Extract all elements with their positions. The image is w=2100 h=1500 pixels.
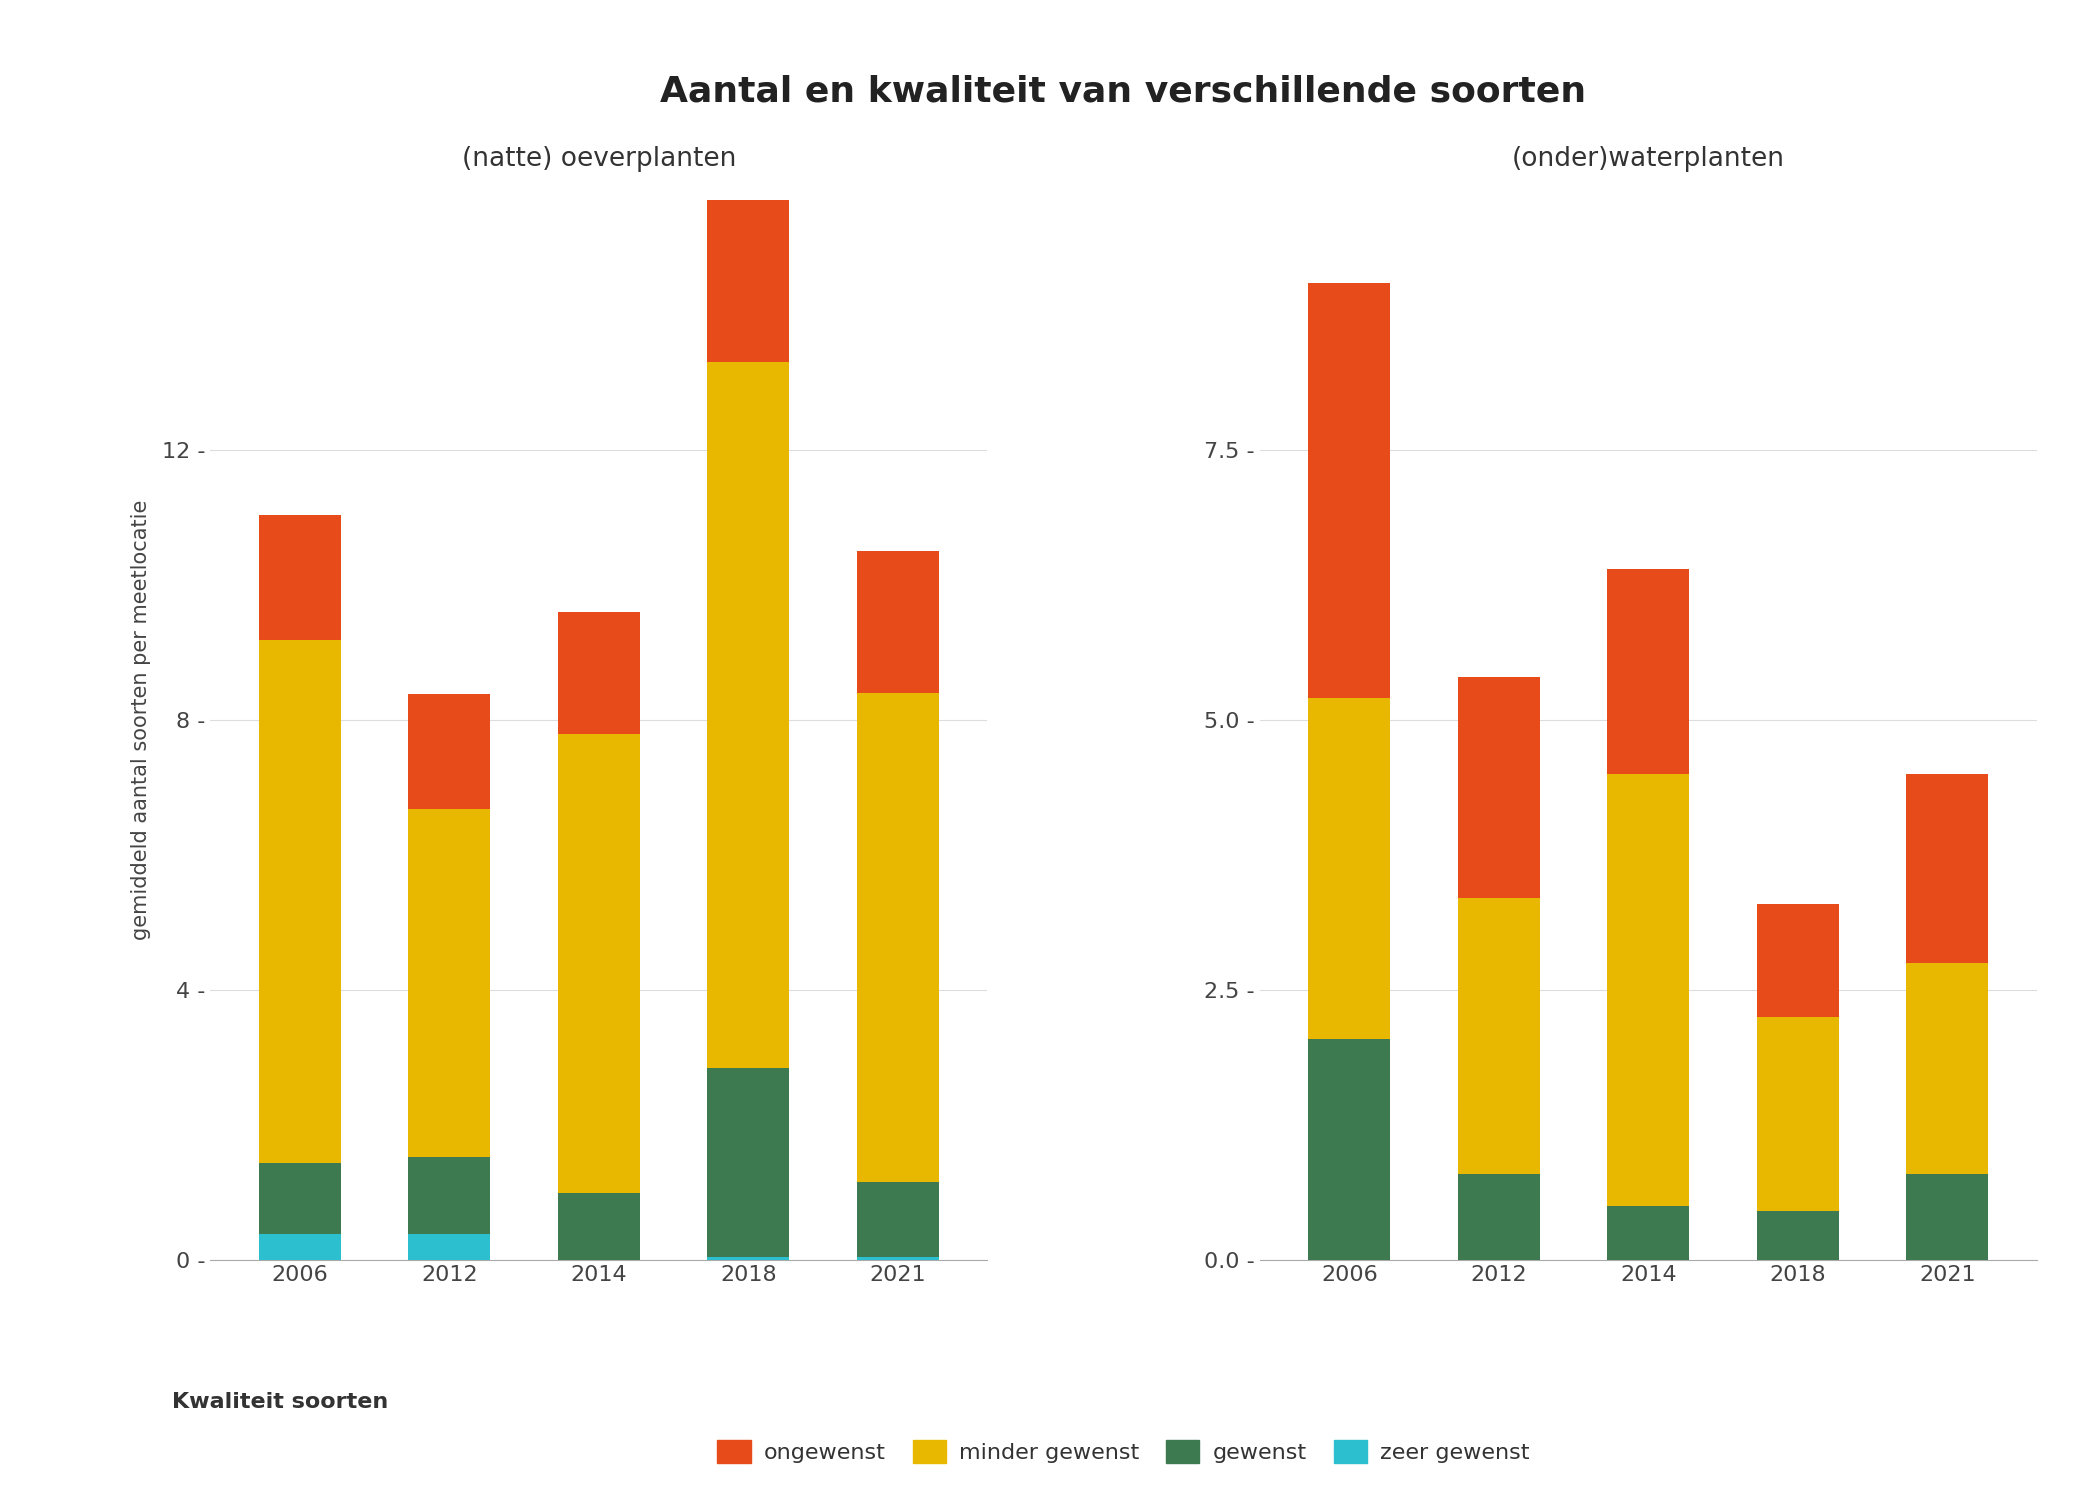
Bar <box>407 1156 489 1234</box>
Bar <box>1758 903 1840 1017</box>
Bar <box>708 363 790 1068</box>
Y-axis label: gemiddeld aantal soorten per meetlocatie: gemiddeld aantal soorten per meetlocatie <box>130 500 151 940</box>
Bar <box>258 1234 340 1260</box>
Bar <box>258 640 340 1164</box>
Bar <box>559 612 640 734</box>
Bar <box>407 808 489 1156</box>
Bar <box>1457 676 1539 898</box>
Text: Aantal en kwaliteit van verschillende soorten: Aantal en kwaliteit van verschillende so… <box>659 75 1588 109</box>
Title: (natte) oeverplanten: (natte) oeverplanten <box>462 146 735 172</box>
Bar <box>559 734 640 1192</box>
Bar <box>1907 1173 1989 1260</box>
Bar <box>1606 774 1688 1206</box>
Bar <box>559 1192 640 1260</box>
Bar <box>1606 568 1688 774</box>
Bar <box>1907 963 1989 1173</box>
Bar <box>1907 774 1989 963</box>
Bar <box>258 516 340 640</box>
Bar <box>407 694 489 808</box>
Bar <box>857 693 939 1182</box>
Text: Kwaliteit soorten: Kwaliteit soorten <box>172 1392 388 1413</box>
Bar <box>1308 282 1390 699</box>
Bar <box>258 1164 340 1234</box>
Bar <box>857 552 939 693</box>
Bar <box>1758 1212 1840 1260</box>
Bar <box>857 1182 939 1257</box>
Legend: ongewenst, minder gewenst, gewenst, zeer gewenst: ongewenst, minder gewenst, gewenst, zeer… <box>706 1430 1541 1474</box>
Bar <box>1308 1038 1390 1260</box>
Bar <box>708 1257 790 1260</box>
Bar <box>1457 1173 1539 1260</box>
Bar <box>1606 1206 1688 1260</box>
Bar <box>1308 699 1390 1038</box>
Bar <box>857 1257 939 1260</box>
Bar <box>708 201 790 363</box>
Bar <box>1758 1017 1840 1212</box>
Bar <box>708 1068 790 1257</box>
Bar <box>1457 898 1539 1173</box>
Title: (onder)waterplanten: (onder)waterplanten <box>1512 146 1785 172</box>
Bar <box>407 1234 489 1260</box>
